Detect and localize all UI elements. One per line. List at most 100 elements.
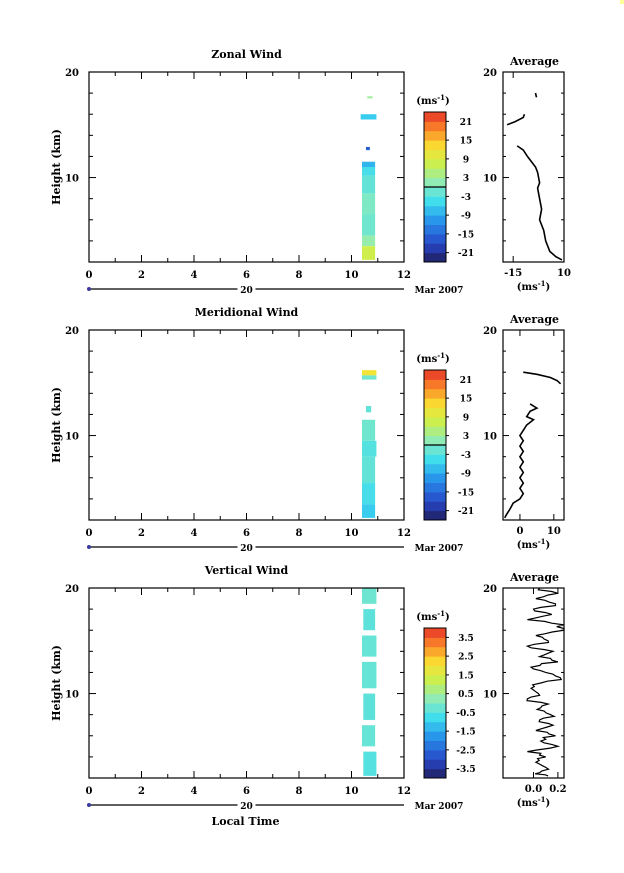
colorbar-swatch	[424, 759, 446, 770]
colorbar-swatch	[424, 646, 446, 657]
y-tick-label: 20	[65, 326, 79, 337]
colorbar-swatch	[424, 693, 446, 704]
colorbar-swatch	[424, 187, 446, 197]
average-title: Average	[509, 571, 559, 584]
y-axis-label: Height (km)	[50, 645, 63, 721]
colorbar-tick-label: 3.5	[458, 634, 474, 644]
colorbar-swatch	[424, 140, 446, 150]
colorbar-swatch	[424, 243, 446, 254]
colorbar-swatch	[424, 510, 446, 521]
date-axis-label: 20	[240, 286, 253, 296]
x-tick-label: 10	[345, 528, 359, 539]
heatmap-cell	[367, 96, 373, 99]
panel-title: Meridional Wind	[195, 306, 299, 319]
x-tick-label: 10	[345, 786, 359, 797]
y-tick-label: 10	[65, 432, 79, 443]
panel-title: Vertical Wind	[204, 564, 289, 577]
colorbar-swatch	[424, 491, 446, 502]
heatmap-cell	[362, 370, 377, 376]
average-profile-line	[523, 371, 562, 385]
heatmap-cell	[362, 235, 376, 247]
y-tick-label: 20	[65, 584, 79, 595]
average-x-tick-label: 0.0	[525, 784, 542, 795]
date-axis-suffix: Mar 2007	[415, 544, 464, 554]
colorbar-swatch	[424, 224, 446, 235]
colorbar-tick-label: 9	[463, 413, 469, 423]
colorbar-swatch	[424, 749, 446, 760]
colorbar-tick-label: 3	[463, 432, 469, 442]
average-unit-label: (ms-1)	[517, 537, 550, 551]
average-frame	[502, 329, 565, 521]
colorbar-swatch	[424, 721, 446, 732]
average-profile-line	[503, 403, 539, 519]
date-axis-label-bg	[237, 799, 256, 811]
date-axis-marker	[87, 803, 91, 807]
x-tick-label: 8	[296, 270, 303, 281]
colorbar-swatch	[424, 684, 446, 695]
colorbar-swatch	[424, 628, 446, 638]
colorbar-swatch	[424, 731, 446, 741]
colorbar-swatch	[424, 112, 446, 122]
date-axis-label: 20	[240, 802, 253, 812]
heatmap-cell	[362, 456, 376, 484]
average-profile-line	[534, 92, 538, 98]
heatmap-cell	[362, 588, 377, 604]
average-x-tick-label: 0	[516, 526, 523, 537]
x-tick-label: 2	[138, 528, 145, 539]
colorbar-tick-label: 15	[460, 395, 473, 405]
colorbar-swatch	[424, 501, 446, 512]
average-unit-label: (ms-1)	[517, 795, 550, 809]
y-axis-label: Height (km)	[50, 387, 63, 463]
heatmap-cell	[362, 246, 376, 260]
x-tick-label: 10	[345, 270, 359, 281]
colorbar-swatch	[424, 482, 446, 493]
colorbar-frame	[423, 627, 447, 779]
x-tick-label: 6	[243, 270, 250, 281]
colorbar-unit-label: (ms-1)	[416, 351, 449, 365]
colorbar-swatch	[424, 149, 446, 160]
average-x-tick-label: -15	[504, 268, 522, 279]
colorbar-swatch	[424, 398, 446, 408]
average-title: Average	[509, 313, 559, 326]
average-profile-panel: Average 10 20 -15 10 (ms-1)	[483, 55, 571, 293]
colorbar-unit-label: (ms-1)	[416, 609, 449, 623]
x-tick-label: 12	[397, 786, 411, 797]
average-unit-label: (ms-1)	[517, 279, 550, 293]
date-axis-suffix: Mar 2007	[415, 802, 464, 812]
average-profile-line	[516, 145, 563, 261]
colorbar-tick-label: -3.5	[456, 765, 475, 775]
x-tick-label: 8	[296, 786, 303, 797]
colorbar-tick-label: 21	[460, 376, 473, 386]
colorbar-unit-label: (ms-1)	[416, 93, 449, 107]
x-tick-label: 12	[397, 528, 411, 539]
average-x-tick-label: 10	[547, 526, 561, 537]
heatmap-cell	[362, 375, 377, 380]
colorbar-swatch	[424, 215, 446, 225]
colorbar-swatch	[424, 656, 446, 666]
colorbar-swatch	[424, 168, 446, 179]
average-title: Average	[509, 55, 559, 68]
heatmap-cell	[363, 751, 377, 776]
colorbar-tick-label: -15	[458, 488, 474, 498]
average-y-tick-label: 10	[483, 432, 497, 443]
heatmap-cell	[362, 661, 377, 689]
average-frame	[502, 587, 565, 779]
colorbar-swatch	[424, 177, 446, 188]
average-x-tick-label: 0.2	[549, 784, 566, 795]
heatmap-cell	[365, 406, 372, 413]
colorbar-swatch	[424, 158, 446, 169]
average-x-tick-label: 10	[557, 268, 571, 279]
colorbar-swatch	[424, 426, 446, 437]
average-frame	[502, 71, 565, 263]
colorbar-tick-label: -21	[458, 249, 474, 259]
colorbar-tick-label: -0.5	[456, 709, 475, 719]
colorbar-swatch	[424, 121, 446, 132]
colorbar-swatch	[424, 196, 446, 207]
colorbar-tick-label: -3	[461, 451, 471, 461]
heatmap-cell	[362, 214, 376, 236]
plot-frame	[88, 587, 405, 779]
x-tick-label: 8	[296, 528, 303, 539]
colorbar-swatch	[424, 712, 446, 723]
x-tick-label: 6	[243, 528, 250, 539]
